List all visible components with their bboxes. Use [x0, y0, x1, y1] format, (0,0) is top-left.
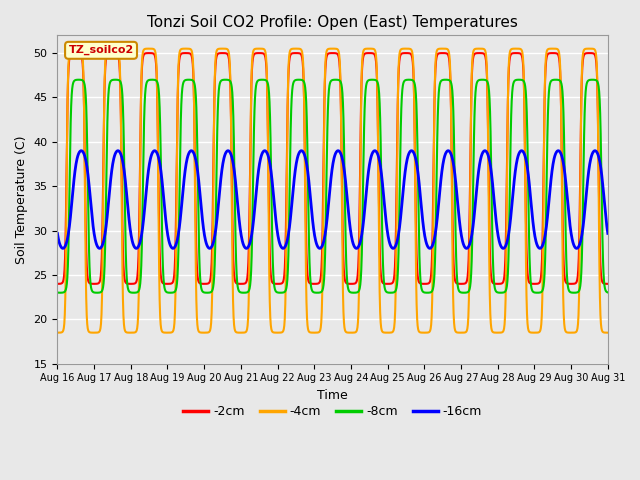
- -2cm: [72, 50, 79, 56]
- -8cm: [350, 290, 358, 296]
- -16cm: [360, 210, 368, 216]
- -16cm: [571, 244, 579, 250]
- -4cm: [361, 46, 369, 52]
- -2cm: [571, 281, 579, 287]
- -8cm: [207, 289, 214, 295]
- Line: -8cm: -8cm: [58, 80, 608, 293]
- X-axis label: Time: Time: [317, 389, 348, 402]
- -2cm: [556, 58, 563, 63]
- -4cm: [54, 330, 61, 336]
- -16cm: [389, 245, 397, 251]
- -4cm: [493, 330, 500, 336]
- -16cm: [604, 230, 612, 236]
- -2cm: [207, 270, 215, 276]
- -8cm: [556, 78, 563, 84]
- -4cm: [571, 330, 579, 336]
- Line: -16cm: -16cm: [58, 151, 608, 248]
- -16cm: [371, 148, 379, 154]
- Title: Tonzi Soil CO2 Profile: Open (East) Temperatures: Tonzi Soil CO2 Profile: Open (East) Temp…: [147, 15, 518, 30]
- -16cm: [207, 245, 214, 251]
- -8cm: [571, 290, 579, 296]
- -2cm: [54, 281, 61, 287]
- -4cm: [349, 330, 356, 336]
- -4cm: [556, 52, 563, 58]
- -8cm: [54, 289, 61, 295]
- -16cm: [349, 238, 356, 244]
- -8cm: [493, 289, 500, 295]
- -16cm: [556, 149, 563, 155]
- -8cm: [604, 289, 612, 295]
- -2cm: [349, 281, 356, 287]
- Legend: -2cm, -4cm, -8cm, -16cm: -2cm, -4cm, -8cm, -16cm: [178, 400, 487, 423]
- -8cm: [361, 99, 369, 105]
- -16cm: [493, 225, 500, 230]
- -4cm: [207, 320, 215, 326]
- -4cm: [604, 330, 612, 336]
- Text: TZ_soilco2: TZ_soilco2: [68, 45, 134, 56]
- Line: -4cm: -4cm: [58, 48, 608, 333]
- -2cm: [604, 281, 612, 287]
- -8cm: [332, 77, 339, 83]
- -16cm: [54, 230, 61, 236]
- -2cm: [361, 51, 369, 57]
- Line: -2cm: -2cm: [58, 53, 608, 284]
- -4cm: [72, 46, 79, 51]
- -8cm: [349, 290, 356, 296]
- Y-axis label: Soil Temperature (C): Soil Temperature (C): [15, 135, 28, 264]
- -2cm: [493, 281, 500, 287]
